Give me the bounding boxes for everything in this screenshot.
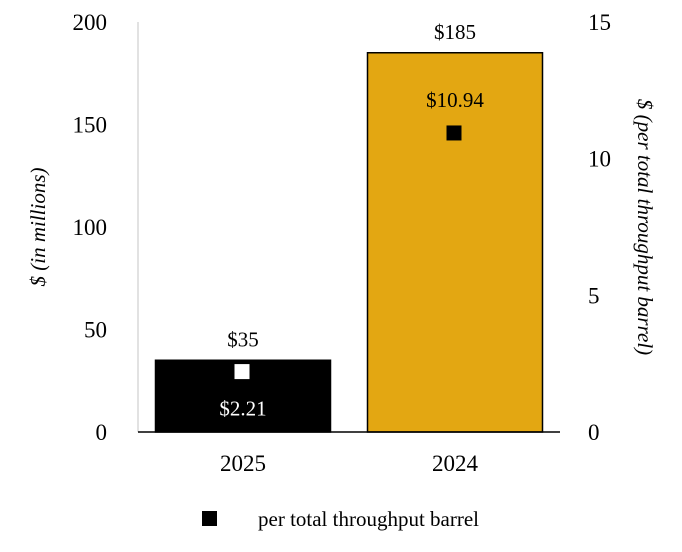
- x-category-label: 2025: [220, 451, 266, 476]
- legend-marker: [202, 511, 217, 526]
- y-left-tick-label: 0: [96, 420, 108, 445]
- point-value-label: $10.94: [426, 88, 484, 112]
- bar-value-label: $35: [227, 327, 259, 351]
- y-right-tick-label: 15: [588, 10, 611, 35]
- y-axis-left-title: $ (in millions): [26, 167, 50, 286]
- category-labels: 2025 2024: [220, 451, 479, 476]
- y-left-tick-label: 100: [73, 215, 108, 240]
- y-right-tick-label: 0: [588, 420, 600, 445]
- point-labels: $2.21 $10.94: [219, 88, 484, 421]
- left-axis-ticks: 0 50 100 150 200: [73, 10, 108, 445]
- x-category-label: 2024: [432, 451, 479, 476]
- bars: [154, 52, 544, 433]
- y-right-tick-label: 10: [588, 147, 611, 172]
- bar-2024: [366, 52, 544, 433]
- right-axis-ticks: 0 5 10 15: [588, 10, 611, 445]
- y-left-tick-label: 150: [73, 113, 108, 138]
- y-axis-right-title: $ (per total throughput barrel): [633, 99, 657, 355]
- point-marker-2024: [446, 125, 462, 141]
- bar-labels: $35 $185: [227, 20, 476, 352]
- points: [234, 125, 462, 380]
- legend-label: per total throughput barrel: [258, 507, 479, 531]
- y-left-tick-label: 200: [73, 10, 108, 35]
- point-marker-2025: [234, 364, 250, 380]
- y-left-tick-label: 50: [84, 318, 107, 343]
- point-value-label: $2.21: [219, 397, 266, 421]
- bar-value-label: $185: [434, 20, 476, 44]
- legend: per total throughput barrel: [202, 507, 479, 531]
- y-right-tick-label: 5: [588, 283, 600, 308]
